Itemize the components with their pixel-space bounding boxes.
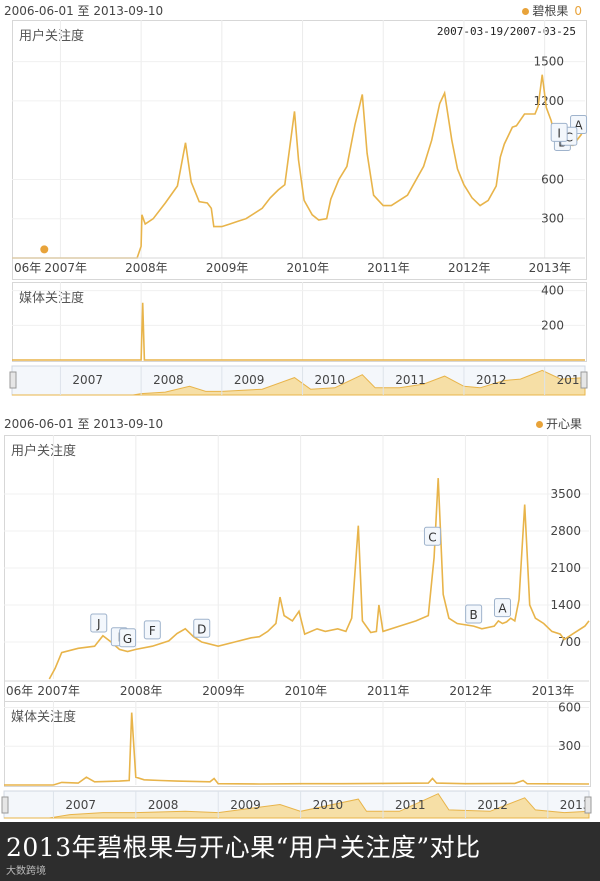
event-flag <box>90 613 108 633</box>
y-tick-label: 1200 <box>533 94 564 108</box>
date-range-label: 2006-06-01 至 2013-09-10 <box>4 417 164 431</box>
x-tick-label: 2013年 <box>532 684 575 698</box>
watermark: 大数跨境 <box>6 866 46 877</box>
media-y-tick-label: 300 <box>558 739 581 753</box>
y-tick-label: 3500 <box>550 487 581 501</box>
x-tick-label: 2008年 <box>120 684 163 698</box>
y-tick-label: 2800 <box>550 524 581 538</box>
navigator-left-handle <box>1 796 9 814</box>
event-flag-label: F <box>149 624 156 638</box>
chart-pecan-svg: 300 600 1200 1500 06年 2007年 2008年 2009年 2010年 201… <box>9 20 588 396</box>
legend-dot-icon <box>535 421 543 428</box>
media-attention-panel: 媒体关注度 <box>12 282 587 362</box>
event-flag <box>193 618 211 638</box>
x-tick-label: 2011年 <box>367 684 410 698</box>
x-tick-label: 2012年 <box>448 261 491 275</box>
media-attention-panel: 媒体关注度 <box>4 701 591 787</box>
navigator-right-handle <box>580 371 588 389</box>
event-flag <box>493 598 511 618</box>
event-flag-label: G <box>123 632 132 646</box>
user-attention-panel: 用户关注度 <box>4 435 591 713</box>
navigator-year-label: 2013 <box>557 373 588 387</box>
selected-week-marker <box>40 245 49 254</box>
x-tick-label: 2013年 <box>529 261 572 275</box>
media-y-tick-label: 400 <box>541 284 564 298</box>
user-attention-title: 用户关注度 <box>19 29 85 44</box>
y-tick-label: 1400 <box>550 598 581 612</box>
y-tick-label: 1500 <box>533 55 564 69</box>
x-tick-label: 2009年 <box>206 261 249 275</box>
media-attention-title: 媒体关注度 <box>19 291 85 306</box>
x-tick-label: 2010年 <box>287 261 330 275</box>
user-attention-title: 用户关注度 <box>11 444 77 459</box>
navigator-year-label: 2012 <box>477 798 508 812</box>
selected-date-range: 2007-03-19/2007-03-25 <box>436 25 576 38</box>
x-tick-label: 2011年 <box>367 261 410 275</box>
legend-count: 0 <box>574 4 582 18</box>
chart-pecan-header: 2006-06-01 至 2013-09-10 碧根果 0 <box>0 0 600 20</box>
navigator-year-label: 2011 <box>395 373 426 387</box>
event-flag <box>465 604 483 624</box>
legend-series-name: 碧根果 <box>532 4 569 18</box>
media-attention-line <box>12 302 585 361</box>
legend: 碧根果 0 <box>522 2 582 19</box>
media-y-tick-label: 600 <box>558 700 581 714</box>
event-flag-label: A <box>574 118 583 132</box>
media-y-tick-label: 200 <box>541 318 564 332</box>
user-attention-panel: 用户关注度 2007-03-19/2007-03-25 <box>12 20 587 280</box>
navigator-year-label: 2008 <box>153 373 184 387</box>
y-tick-label: 600 <box>541 172 564 186</box>
navigator-year-label: 2013 <box>560 798 591 812</box>
event-flag <box>423 526 441 546</box>
navigator-year-label: 2011 <box>395 798 426 812</box>
caption-bar: 2013年碧根果与开心果“用户关注度”对比 大数跨境 <box>0 822 600 881</box>
event-flag-label: I <box>557 126 561 140</box>
caption-title: 2013年碧根果与开心果“用户关注度”对比 <box>6 833 481 862</box>
chart-pistachio-header: 2006-06-01 至 2013-09-10 开心果 <box>0 413 600 433</box>
date-range-label: 2006-06-01 至 2013-09-10 <box>4 4 164 18</box>
event-flag <box>119 628 137 648</box>
event-flag <box>550 122 568 142</box>
navigator-year-label: 2010 <box>313 798 344 812</box>
x-tick-label: 2010年 <box>285 684 328 698</box>
navigator-year-label: 2012 <box>476 373 507 387</box>
navigator-year-label: 2009 <box>234 373 265 387</box>
legend-series-name: 开心果 <box>545 417 582 431</box>
navigator-year-label: 2007 <box>65 798 96 812</box>
user-attention-line <box>48 478 590 680</box>
event-flag-label: A <box>498 602 507 616</box>
x-tick-label: 2012年 <box>449 684 492 698</box>
event-flag <box>143 620 161 640</box>
event-flag-label: B <box>470 608 478 622</box>
x-tick-label: 2007年 <box>44 261 87 275</box>
legend-dot-icon <box>522 8 530 15</box>
x-tick-label: 06年 <box>6 684 33 698</box>
x-tick-label: 2007年 <box>37 684 80 698</box>
event-flag-label: J <box>96 617 101 631</box>
event-flag-label: D <box>197 622 206 636</box>
navigator-year-label: 2010 <box>315 373 346 387</box>
y-tick-label: 2100 <box>550 561 581 575</box>
media-attention-title: 媒体关注度 <box>11 710 77 725</box>
navigator-year-label: 2009 <box>230 798 261 812</box>
navigator-left-handle <box>9 371 17 389</box>
x-tick-label: 06年 <box>14 261 41 275</box>
x-tick-label: 2008年 <box>125 261 168 275</box>
navigator-year-label: 2008 <box>148 798 179 812</box>
navigator-right-handle <box>584 796 592 814</box>
x-tick-label: 2009年 <box>202 684 245 698</box>
navigator-area <box>12 369 586 396</box>
navigator-area <box>4 793 590 819</box>
event-flag-label: C <box>565 130 573 144</box>
media-attention-line <box>4 712 590 786</box>
navigator-year-label: 2007 <box>72 373 103 387</box>
legend: 开心果 <box>535 415 582 432</box>
event-flag-label: C <box>428 530 436 544</box>
y-tick-label: 300 <box>541 212 564 226</box>
user-attention-line <box>12 74 586 259</box>
